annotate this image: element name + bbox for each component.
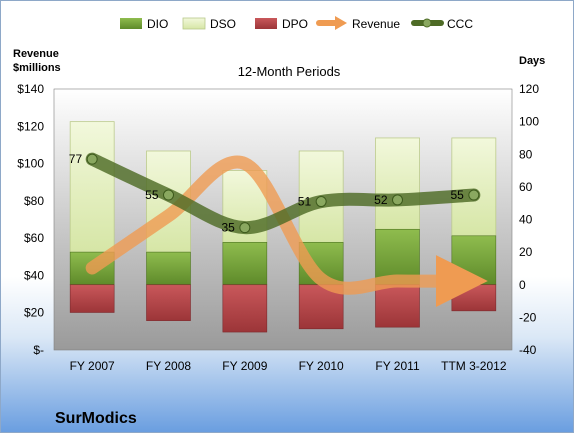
ccc-data-label: 52 [374,193,388,207]
company-name: SurModics [55,410,137,427]
right-axis-ticks: -40 -20 0 20 40 60 80 100 120 [519,82,539,357]
right-tick-label: 80 [519,147,533,161]
right-tick-label: 0 [519,278,526,292]
left-axis-ticks: $- $20 $40 $60 $80 $100 $120 $140 [17,82,44,357]
right-axis-title: Days [519,55,545,67]
right-tick-label: -20 [519,310,537,324]
ccc-data-label: 55 [450,188,464,202]
legend-label-dpo: DPO [282,17,308,31]
ccc-data-label: 55 [145,188,159,202]
x-tick-label: FY 2010 [299,359,344,373]
revenue-line [85,155,488,308]
ccc-point [86,153,98,165]
ccc-point [468,189,480,201]
left-tick-label: $40 [24,268,44,282]
legend-label-ccc: CCC [447,17,473,31]
ccc-point [392,194,403,206]
legend-swatch-dso [182,17,206,30]
right-tick-label: 100 [519,115,539,129]
left-axis-title-line-1: Revenue [13,48,59,60]
ccc-data-label: 35 [221,221,235,235]
ccc-data-labels: 77 55 35 51 52 55 [69,152,464,235]
right-tick-label: 20 [519,245,533,259]
legend-label-dso: DSO [210,17,236,31]
bar-dpo [69,284,115,313]
left-tick-label: $120 [17,119,44,133]
legend-swatch-dio [120,18,142,29]
chart-title: 12-Month Periods [238,64,341,79]
left-tick-label: $100 [17,157,44,171]
right-tick-label: 40 [519,213,533,227]
x-tick-label: TTM 3-2012 [441,359,507,373]
bar-dpo [375,284,420,328]
right-tick-label: 60 [519,180,533,194]
bar-dpo [222,284,268,333]
bar-dso [451,137,497,237]
x-tick-label: FY 2011 [375,359,420,373]
right-tick-label: 120 [519,82,539,96]
ccc-data-label: 77 [69,152,83,166]
bar-dio [222,242,268,286]
ccc-points [86,153,480,234]
ccc-point [315,196,327,208]
legend-arrow-revenue [335,16,347,30]
ccc-data-label: 51 [298,195,312,209]
right-tick-label: -40 [519,343,537,357]
legend-label-revenue: Revenue [352,17,400,31]
legend-label-dio: DIO [147,17,168,31]
legend-swatch-dpo [255,18,277,29]
ccc-point [163,189,174,201]
x-tick-label: FY 2008 [146,359,191,373]
bar-dio [146,251,191,286]
left-tick-label: $80 [24,194,44,208]
bar-dpo [146,284,191,321]
left-tick-label: $140 [17,82,44,96]
left-tick-label: $20 [24,306,44,320]
left-axis-title-line-2: $millions [13,62,61,74]
ccc-point [239,222,251,234]
x-tick-label: FY 2007 [70,359,115,373]
left-tick-label: $- [33,343,44,357]
x-axis-tick-labels: FY 2007 FY 2008 FY 2009 FY 2010 FY 2011 TTM 3… [70,359,507,373]
bar-dso [375,137,420,230]
x-tick-label: FY 2009 [222,359,267,373]
legend: DIO DSO DPO Revenue CCC [120,16,473,31]
bar-dso [69,121,115,253]
legend-marker-ccc [422,18,432,28]
bar-dpo [451,284,497,312]
left-tick-label: $60 [24,231,44,245]
